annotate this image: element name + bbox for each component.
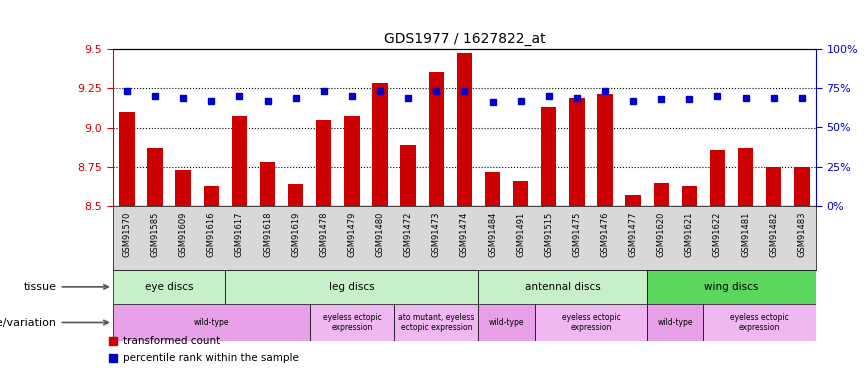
Text: GSM91481: GSM91481 [741, 211, 750, 257]
Bar [175, 170, 191, 206]
Bar [766, 167, 781, 206]
Text: wild-type: wild-type [194, 318, 229, 327]
Bar [310, 304, 394, 341]
Text: GSM91617: GSM91617 [235, 211, 244, 257]
Text: tissue: tissue [23, 282, 108, 292]
Text: GSM91570: GSM91570 [122, 211, 131, 257]
Bar [478, 270, 648, 304]
Bar [597, 94, 613, 206]
Bar [148, 148, 163, 206]
Bar [288, 184, 304, 206]
Text: GSM91620: GSM91620 [657, 211, 666, 257]
Text: GSM91472: GSM91472 [404, 211, 412, 257]
Text: GSM91476: GSM91476 [601, 211, 609, 257]
Bar [513, 181, 529, 206]
Bar [113, 304, 310, 341]
Bar [703, 304, 816, 341]
Text: genotype/variation: genotype/variation [0, 318, 108, 327]
Bar [738, 148, 753, 206]
Bar [794, 167, 810, 206]
Text: eyeless ectopic
expression: eyeless ectopic expression [562, 313, 621, 332]
Bar [484, 172, 500, 206]
Text: eyeless ectopic
expression: eyeless ectopic expression [323, 313, 381, 332]
Text: GSM91480: GSM91480 [376, 211, 385, 257]
Text: wild-type: wild-type [658, 318, 693, 327]
Text: GSM91621: GSM91621 [685, 211, 694, 257]
Bar [457, 54, 472, 206]
Bar [372, 83, 388, 206]
Text: leg discs: leg discs [329, 282, 375, 292]
Text: GSM91484: GSM91484 [488, 211, 497, 257]
Bar [344, 117, 359, 206]
Text: GSM91475: GSM91475 [572, 211, 582, 257]
Text: wild-type: wild-type [489, 318, 524, 327]
Bar [535, 304, 648, 341]
Text: transformed count: transformed count [123, 336, 220, 346]
Text: GSM91515: GSM91515 [544, 211, 553, 256]
Bar [260, 162, 275, 206]
Text: GSM91473: GSM91473 [431, 211, 441, 257]
Text: GSM91619: GSM91619 [291, 211, 300, 257]
Bar [681, 186, 697, 206]
Bar [478, 304, 535, 341]
Text: GSM91482: GSM91482 [769, 211, 779, 257]
Bar [625, 195, 641, 206]
Text: percentile rank within the sample: percentile rank within the sample [123, 353, 299, 363]
Text: GSM91616: GSM91616 [207, 211, 216, 257]
Bar [648, 304, 703, 341]
Text: GSM91622: GSM91622 [713, 211, 722, 257]
Bar [429, 72, 444, 206]
Text: GSM91479: GSM91479 [347, 211, 357, 257]
Text: GSM91474: GSM91474 [460, 211, 469, 257]
Text: GSM91477: GSM91477 [628, 211, 638, 257]
Bar [203, 186, 219, 206]
Bar [316, 120, 332, 206]
Title: GDS1977 / 1627822_at: GDS1977 / 1627822_at [384, 32, 545, 46]
Bar [226, 270, 478, 304]
Text: GSM91618: GSM91618 [263, 211, 272, 257]
Bar [654, 183, 669, 206]
Text: eye discs: eye discs [145, 282, 194, 292]
Bar [119, 112, 135, 206]
Bar [648, 270, 816, 304]
Bar [541, 107, 556, 206]
Bar [400, 145, 416, 206]
Bar [569, 98, 585, 206]
Bar [232, 117, 247, 206]
Text: eyeless ectopic
expression: eyeless ectopic expression [730, 313, 789, 332]
Bar [710, 150, 726, 206]
Bar [113, 270, 226, 304]
Bar [394, 304, 478, 341]
Text: GSM91478: GSM91478 [319, 211, 328, 257]
Text: GSM91483: GSM91483 [798, 211, 806, 257]
Text: antennal discs: antennal discs [525, 282, 601, 292]
Text: ato mutant, eyeless
ectopic expression: ato mutant, eyeless ectopic expression [398, 313, 475, 332]
Text: GSM91609: GSM91609 [179, 211, 187, 257]
Text: wing discs: wing discs [704, 282, 759, 292]
Text: GSM91491: GSM91491 [516, 211, 525, 256]
Text: GSM91585: GSM91585 [150, 211, 160, 257]
